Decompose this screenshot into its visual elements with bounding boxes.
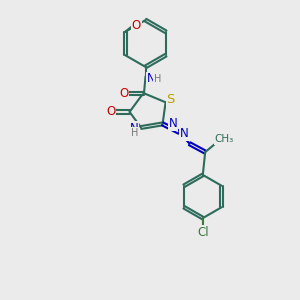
Text: H: H	[154, 74, 161, 84]
Text: N: N	[130, 122, 139, 135]
Text: S: S	[167, 93, 175, 106]
Text: N: N	[180, 127, 189, 140]
Text: O: O	[132, 19, 141, 32]
Text: N: N	[169, 117, 177, 130]
Text: O: O	[119, 87, 128, 100]
Text: N: N	[146, 72, 155, 86]
Text: CH₃: CH₃	[215, 134, 234, 144]
Text: H: H	[131, 128, 138, 138]
Text: O: O	[106, 105, 115, 119]
Text: Cl: Cl	[197, 226, 208, 239]
